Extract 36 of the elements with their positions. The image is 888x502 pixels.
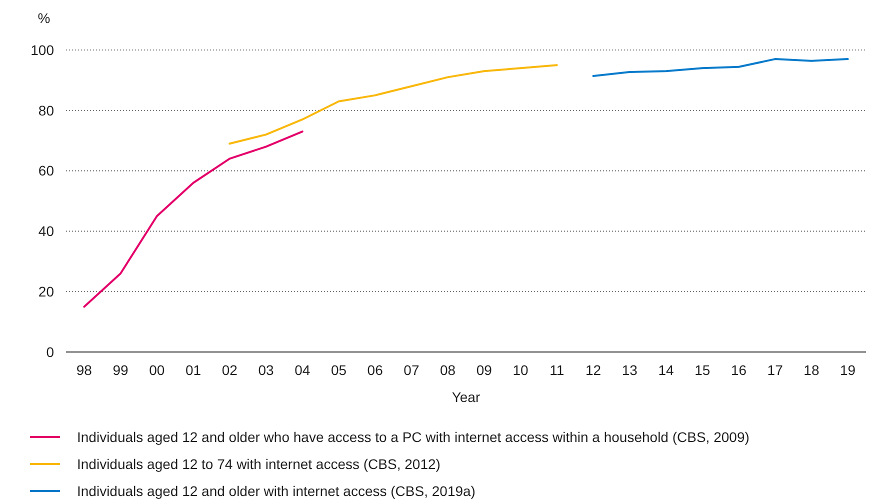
y-tick-label: 80	[38, 102, 54, 118]
x-tick-label: 08	[440, 362, 456, 378]
y-axis-title: %	[38, 10, 50, 26]
legend-label: Individuals aged 12 to 74 with internet access (CBS, 2012)	[77, 456, 440, 472]
x-tick-label: 05	[330, 362, 347, 378]
x-tick-label: 07	[404, 362, 420, 378]
y-tick-label: 0	[46, 344, 54, 360]
x-tick-label: 16	[730, 362, 747, 378]
x-tick-label: 11	[550, 362, 564, 378]
y-tick-label: 100	[30, 42, 54, 58]
legend-label: Individuals aged 12 and older with internet access (CBS, 2019a)	[77, 482, 476, 499]
x-tick-label: 99	[112, 362, 129, 378]
x-tick-label: 01	[185, 362, 202, 378]
x-tick-label: 04	[294, 362, 310, 378]
x-tick-label: 12	[585, 362, 602, 378]
line-series	[228, 64, 558, 145]
x-tick-label: 10	[512, 362, 529, 378]
x-tick-label: 14	[658, 362, 674, 378]
x-tick-label: 13	[622, 362, 638, 378]
x-tick-label: 00	[149, 362, 165, 378]
line-series	[83, 130, 304, 308]
x-tick-label: 03	[258, 362, 274, 378]
x-tick-label: 06	[367, 362, 384, 378]
x-tick-label: 02	[222, 362, 238, 378]
y-tick-label: 60	[38, 162, 54, 179]
x-tick-label: 17	[767, 362, 784, 378]
x-tick-label: 19	[840, 362, 856, 378]
legend-label: Individuals aged 12 and older who have access to a PC with internet access within a household (CBS, 2009)	[77, 428, 750, 445]
x-tick-label: 09	[476, 362, 492, 378]
line-series	[592, 58, 849, 77]
x-tick-label: 98	[76, 362, 92, 378]
x-tick-label: 15	[694, 362, 710, 378]
y-tick-label: 40	[38, 223, 54, 240]
x-axis-title: Year	[452, 389, 480, 405]
x-tick-label: 18	[804, 362, 820, 378]
y-tick-label: 20	[38, 284, 54, 300]
